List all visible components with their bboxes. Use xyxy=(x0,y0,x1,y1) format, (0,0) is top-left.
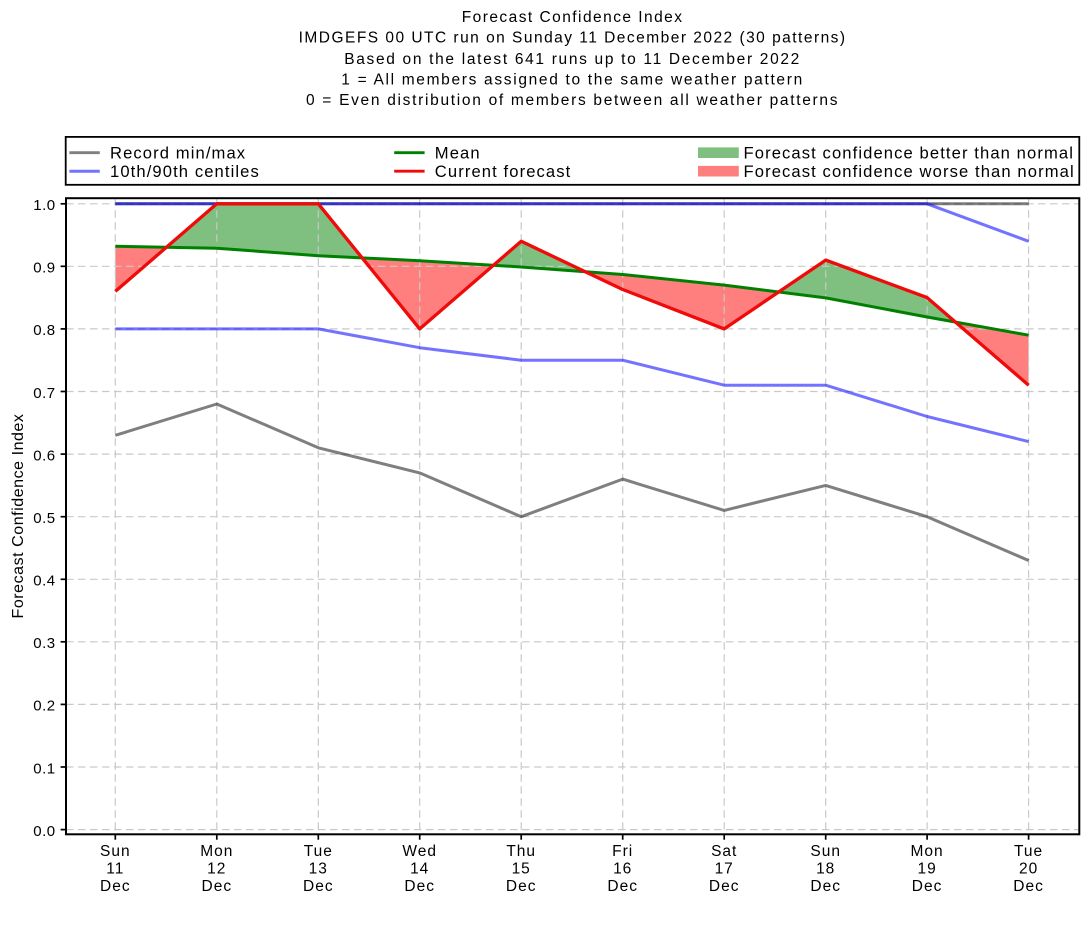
svg-text:Dec: Dec xyxy=(404,878,435,895)
svg-text:0.1: 0.1 xyxy=(33,760,55,777)
svg-text:Record min/max: Record min/max xyxy=(110,144,246,163)
svg-text:0.6: 0.6 xyxy=(33,447,55,464)
svg-text:Sun: Sun xyxy=(810,843,841,860)
svg-text:Forecast confidence better tha: Forecast confidence better than normal xyxy=(744,144,1075,163)
svg-text:Forecast Confidence Index: Forecast Confidence Index xyxy=(10,414,27,619)
svg-text:Dec: Dec xyxy=(607,878,638,895)
svg-text:Dec: Dec xyxy=(1013,878,1044,895)
svg-text:Dec: Dec xyxy=(202,878,233,895)
svg-text:Sat: Sat xyxy=(711,843,737,860)
svg-text:1 = All members assigned to th: 1 = All members assigned to the same wea… xyxy=(341,71,804,88)
svg-text:Forecast confidence worse than: Forecast confidence worse than normal xyxy=(744,162,1075,181)
svg-text:16: 16 xyxy=(613,861,632,878)
svg-text:15: 15 xyxy=(512,861,531,878)
svg-text:0.8: 0.8 xyxy=(33,322,55,339)
svg-text:Tue: Tue xyxy=(1014,843,1043,860)
svg-text:Mon: Mon xyxy=(911,843,944,860)
svg-text:0 = Even distribution of membe: 0 = Even distribution of members between… xyxy=(306,92,839,109)
svg-text:Mon: Mon xyxy=(200,843,233,860)
svg-text:Wed: Wed xyxy=(402,843,437,860)
svg-text:10th/90th centiles: 10th/90th centiles xyxy=(110,162,260,181)
svg-text:Dec: Dec xyxy=(709,878,740,895)
svg-text:Dec: Dec xyxy=(506,878,537,895)
svg-text:20: 20 xyxy=(1019,861,1038,878)
svg-text:0.4: 0.4 xyxy=(33,573,55,590)
svg-text:0.0: 0.0 xyxy=(33,823,55,840)
svg-text:Based on the latest 641 runs u: Based on the latest 641 runs up to 11 De… xyxy=(344,51,801,68)
svg-text:0.5: 0.5 xyxy=(33,510,55,527)
svg-text:11: 11 xyxy=(106,861,124,878)
svg-text:19: 19 xyxy=(917,861,936,878)
svg-text:0.3: 0.3 xyxy=(33,635,55,652)
svg-text:1.0: 1.0 xyxy=(33,197,55,214)
svg-text:17: 17 xyxy=(715,861,734,878)
svg-text:IMDGEFS 00 UTC run on Sunday 1: IMDGEFS 00 UTC run on Sunday 11 December… xyxy=(299,30,847,47)
svg-text:Mean: Mean xyxy=(435,144,481,163)
svg-text:0.2: 0.2 xyxy=(33,698,55,715)
svg-text:0.7: 0.7 xyxy=(33,385,55,402)
svg-text:Thu: Thu xyxy=(506,843,536,860)
svg-text:Dec: Dec xyxy=(810,878,841,895)
svg-text:13: 13 xyxy=(309,861,328,878)
svg-text:Forecast Confidence Index: Forecast Confidence Index xyxy=(462,9,684,26)
svg-text:12: 12 xyxy=(207,861,226,878)
svg-text:14: 14 xyxy=(410,861,429,878)
svg-text:Dec: Dec xyxy=(912,878,943,895)
svg-text:Current forecast: Current forecast xyxy=(435,162,572,181)
svg-text:Dec: Dec xyxy=(303,878,334,895)
svg-text:Fri: Fri xyxy=(612,843,633,860)
svg-text:Sun: Sun xyxy=(100,843,131,860)
svg-text:Tue: Tue xyxy=(304,843,333,860)
svg-text:0.9: 0.9 xyxy=(33,260,55,277)
svg-text:18: 18 xyxy=(816,861,835,878)
svg-text:Dec: Dec xyxy=(100,878,131,895)
